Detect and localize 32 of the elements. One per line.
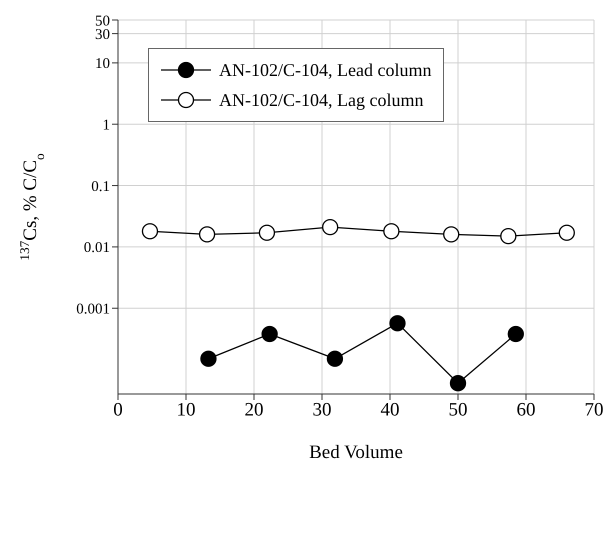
x-tick-label: 70 [584,399,604,420]
x-tick-label: 60 [516,399,536,420]
point [389,315,406,332]
point [443,226,460,243]
point [450,375,466,392]
y-tick-label: 50 [95,13,110,30]
point [558,224,575,241]
point [500,228,516,244]
x-tick-label: 30 [312,399,332,420]
point [142,223,158,240]
point [198,226,216,243]
point [508,326,524,342]
x-tick-label: 50 [448,399,468,420]
y-tick-label: 0.1 [91,178,110,195]
legend-label: AN-102/C-104, Lead column [219,60,432,80]
point [322,218,338,236]
x-axis-title: Bed Volume [309,442,403,463]
y-tick-label: 30 [95,26,110,43]
y-tick-label: 0.001 [76,302,110,318]
x-tick-label: 40 [380,399,400,420]
x-tick-label: 0 [113,399,123,420]
y-tick-label: 10 [95,56,110,72]
x-tick-label: 10 [176,399,196,420]
point [383,223,400,240]
legend-label: AN-102/C-104, Lag column [219,90,424,110]
y-tick-label: 0.01 [84,240,110,256]
point [261,326,278,342]
point [326,350,344,367]
point [200,350,217,367]
point [258,224,276,241]
y-tick-label: 1 [102,118,110,134]
x-tick-label: 20 [244,399,264,420]
